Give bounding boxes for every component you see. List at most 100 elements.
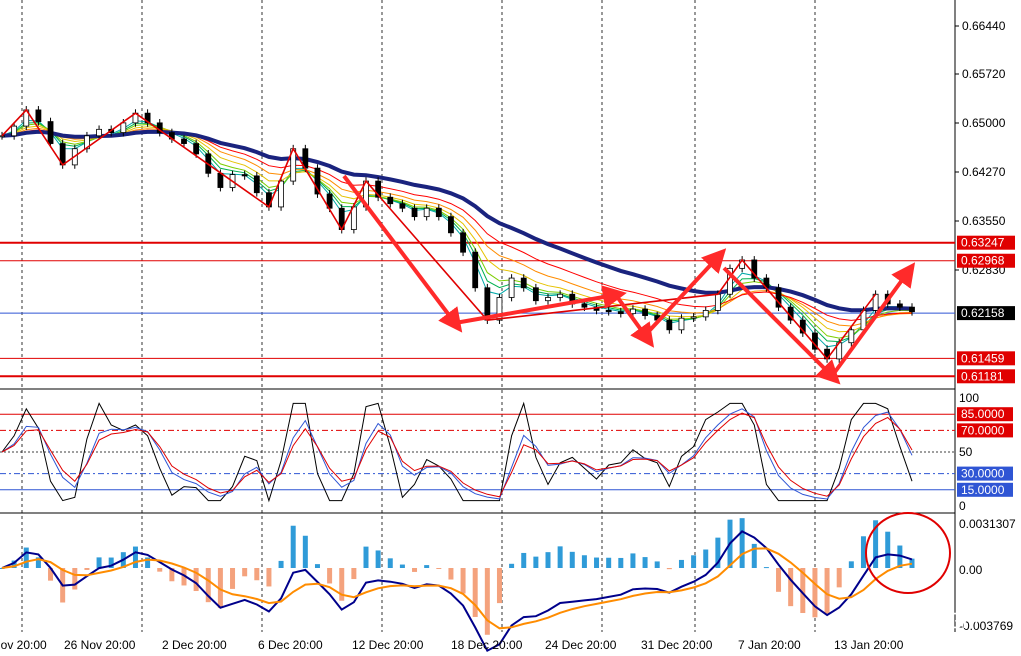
macd-histogram-bar bbox=[751, 543, 757, 568]
macd-histogram-bar bbox=[157, 568, 163, 572]
level-tag bbox=[957, 466, 1013, 481]
candle bbox=[411, 207, 418, 218]
macd-histogram-bar bbox=[363, 546, 369, 568]
candle bbox=[96, 128, 102, 137]
macd-line bbox=[1, 547, 913, 630]
candle bbox=[278, 180, 284, 208]
candle bbox=[508, 277, 515, 298]
macd-histogram-bar bbox=[836, 568, 842, 588]
candle bbox=[702, 309, 709, 318]
price-tag bbox=[957, 306, 1015, 321]
macd-histogram-bar bbox=[23, 547, 29, 568]
macd-histogram-bar bbox=[387, 558, 393, 568]
macd-histogram-bar bbox=[763, 567, 769, 569]
time-tick-label: Nov 20:00 bbox=[0, 638, 47, 652]
candle bbox=[241, 174, 248, 177]
candle bbox=[581, 303, 588, 308]
candle bbox=[545, 297, 551, 302]
candle bbox=[435, 207, 442, 218]
time-tick-label: 26 Nov 20:00 bbox=[64, 638, 136, 652]
price-tag-label: 0.62158 bbox=[961, 306, 1005, 320]
macd-histogram-bar bbox=[630, 553, 636, 568]
macd-histogram-bar bbox=[594, 557, 600, 568]
macd-histogram-bar bbox=[800, 568, 806, 614]
macd-histogram-bar bbox=[509, 563, 515, 568]
macd-histogram-bar bbox=[521, 552, 527, 568]
macd-histogram-bar bbox=[545, 552, 551, 568]
time-tick-label: 7 Jan 20:00 bbox=[738, 638, 801, 652]
time-tick-label: 31 Dec 20:00 bbox=[641, 638, 713, 652]
vertical-grid bbox=[0, 0, 956, 632]
trend-arrow bbox=[648, 248, 727, 332]
ema-line bbox=[1, 121, 913, 343]
macd-histogram-bar bbox=[666, 568, 672, 570]
level-tag-label: 85.0000 bbox=[961, 407, 1005, 421]
candle bbox=[520, 277, 527, 289]
macd-tick-label: 0.0031307 bbox=[959, 517, 1016, 531]
macd-histogram-bar bbox=[96, 557, 102, 568]
price-tag-label: 0.63247 bbox=[961, 236, 1005, 250]
macd-histogram-bar bbox=[642, 557, 648, 568]
candle bbox=[35, 109, 42, 122]
price-tick-label: 0.64270 bbox=[962, 165, 1006, 179]
time-tick-label: 12 Dec 20:00 bbox=[352, 638, 424, 652]
macd-histogram-bar bbox=[278, 560, 284, 568]
macd-histogram-bar bbox=[691, 555, 697, 568]
watermark: @TMGM bbox=[897, 609, 979, 633]
highlight-circle bbox=[865, 512, 951, 594]
macd-histogram-bar bbox=[557, 546, 563, 568]
ema-line bbox=[1, 129, 913, 313]
oscillator-tick-label: 50 bbox=[959, 445, 973, 459]
macd-histogram-bar bbox=[885, 531, 891, 568]
trend-arrow bbox=[342, 174, 463, 333]
macd-histogram-bar bbox=[533, 556, 539, 568]
candle bbox=[678, 317, 685, 331]
macd-histogram-bar bbox=[399, 564, 405, 568]
macd-histogram-bar bbox=[169, 568, 175, 582]
price-tag-label: 0.62968 bbox=[961, 254, 1005, 268]
macd-tick-label: -0.003769 bbox=[959, 619, 1013, 633]
macd-histogram-bar bbox=[84, 568, 90, 570]
macd-histogram-bar bbox=[327, 568, 333, 584]
oscillator-panel bbox=[0, 401, 955, 503]
macd-histogram-bar bbox=[909, 558, 915, 568]
candle bbox=[47, 121, 54, 144]
macd-histogram-bar bbox=[472, 568, 478, 617]
price-tick-label: 0.65000 bbox=[962, 116, 1006, 130]
oscillator-line bbox=[1, 408, 913, 500]
macd-histogram-bar bbox=[145, 557, 151, 568]
macd-histogram-bar bbox=[35, 557, 41, 568]
candle bbox=[557, 293, 564, 298]
macd-histogram-bar bbox=[824, 568, 830, 614]
macd-histogram-bar bbox=[873, 520, 879, 568]
macd-histogram-bar bbox=[351, 568, 357, 580]
macd-histogram-bar bbox=[48, 568, 54, 581]
macd-histogram-bar bbox=[412, 568, 418, 572]
time-tick-label: 24 Dec 20:00 bbox=[545, 638, 617, 652]
macd-histogram-bar bbox=[375, 550, 381, 568]
oscillator-line bbox=[1, 401, 913, 503]
candle bbox=[120, 122, 127, 133]
macd-histogram-bar bbox=[314, 564, 320, 568]
candle bbox=[423, 207, 430, 218]
macd-histogram-bar bbox=[108, 557, 114, 568]
oscillator-tick-label: 100 bbox=[959, 391, 979, 405]
price-tag bbox=[957, 351, 1015, 366]
candle bbox=[193, 143, 200, 155]
price-tag bbox=[957, 235, 1015, 250]
ema-line bbox=[1, 125, 913, 333]
macd-histogram-bar bbox=[618, 557, 624, 568]
candle bbox=[472, 251, 479, 289]
candle bbox=[144, 112, 151, 124]
time-tick-label: 18 Dec 20:00 bbox=[451, 638, 523, 652]
candle bbox=[181, 138, 187, 144]
ema-line bbox=[1, 123, 913, 339]
oscillator-tick-label: 0 bbox=[959, 499, 966, 513]
price-tag bbox=[957, 369, 1015, 384]
macd-histogram-bar bbox=[448, 568, 454, 580]
candle bbox=[605, 309, 612, 313]
level-tag bbox=[957, 407, 1013, 422]
macd-histogram-bar bbox=[776, 568, 782, 592]
price-tag bbox=[957, 253, 1015, 268]
